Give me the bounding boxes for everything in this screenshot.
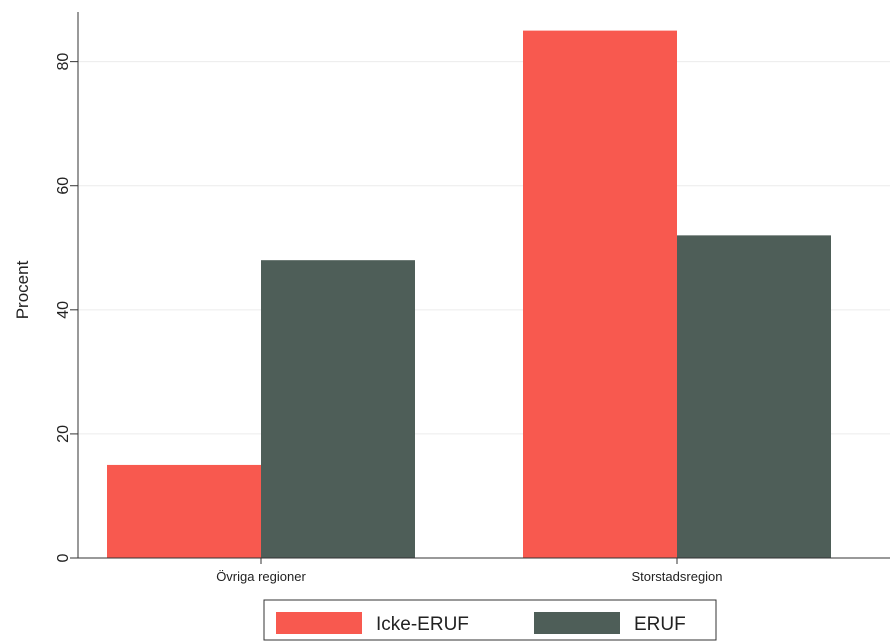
bar-icke-eruf-0: [107, 464, 261, 558]
y-tick-label-3: 60: [55, 177, 72, 195]
x-tick-label-1: Storstadsregion: [631, 569, 722, 584]
y-tick-label-0: 0: [55, 553, 72, 562]
legend-swatch-eruf: [534, 612, 620, 634]
x-tick-label-0: Övriga regioner: [216, 569, 306, 584]
legend-swatch-icke-eruf: [276, 612, 362, 634]
legend-label-eruf: ERUF: [634, 614, 686, 635]
bar-eruf-0: [261, 260, 415, 558]
y-tick-label-2: 40: [55, 301, 72, 319]
bar-icke-eruf-1: [523, 30, 677, 558]
y-tick-label-1: 20: [55, 425, 72, 443]
axes: 0 20 40 60 80 Övriga regioner Storstadsregion: [55, 12, 890, 584]
legend: Icke-ERUF ERUF: [263, 599, 717, 641]
bar-eruf-1: [677, 235, 831, 558]
bars: [107, 30, 831, 558]
y-tick-label-4: 80: [55, 53, 72, 71]
legend-label-icke-eruf: Icke-ERUF: [376, 614, 469, 635]
y-axis-label: Procent: [13, 260, 32, 319]
